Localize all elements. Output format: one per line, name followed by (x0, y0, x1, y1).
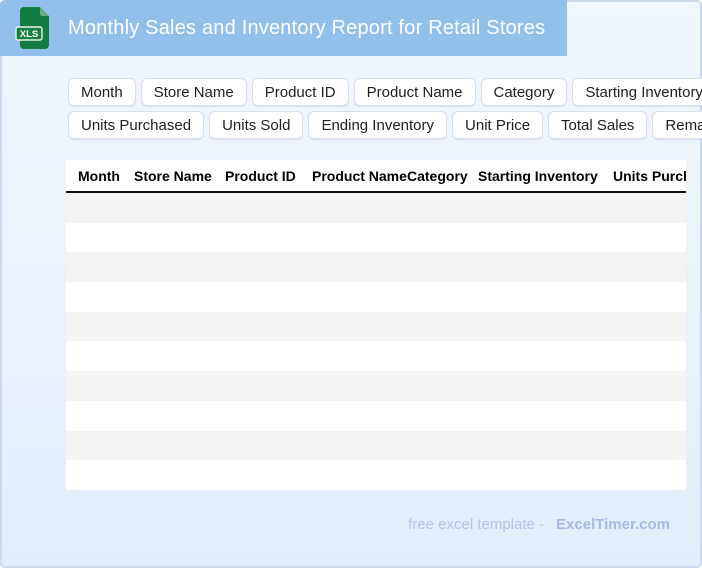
table-header-row: Month Store Name Product ID Product Name… (66, 160, 686, 193)
table-row (66, 252, 686, 283)
column-header-product-name: Product Name (312, 167, 407, 184)
column-header-units-purchased: Units Purchased (613, 167, 686, 184)
chip-product-name[interactable]: Product Name (353, 78, 476, 106)
table-row (66, 460, 686, 490)
xls-badge-label: XLS (20, 29, 38, 40)
table-row (66, 282, 686, 312)
table-row (66, 341, 686, 372)
column-header-starting-inventory: Starting Inventory (478, 167, 598, 184)
field-chip-row-2: Units Purchased Units Sold Ending Invent… (68, 111, 702, 139)
column-header-month: Month (78, 167, 120, 184)
column-header-store-name: Store Name (134, 167, 212, 184)
table-body (66, 193, 686, 490)
table-row (66, 222, 686, 253)
xls-file-icon: XLS (15, 7, 49, 49)
chip-unit-price[interactable]: Unit Price (452, 111, 544, 139)
column-header-category: Category (407, 167, 468, 184)
column-header-product-id: Product ID (225, 167, 296, 184)
chip-remarks[interactable]: Remarks (652, 111, 702, 139)
chip-ending-inventory[interactable]: Ending Inventory (308, 111, 448, 139)
table-row (66, 371, 686, 401)
chip-total-sales[interactable]: Total Sales (548, 111, 648, 139)
table-row (66, 430, 686, 461)
chip-units-purchased[interactable]: Units Purchased (68, 111, 205, 139)
footer-brand-link[interactable]: ExcelTimer.com (556, 516, 670, 533)
chip-starting-inventory[interactable]: Starting Inventory (572, 78, 702, 106)
table-row (66, 311, 686, 342)
spreadsheet-preview: Month Store Name Product ID Product Name… (66, 160, 686, 490)
chip-units-sold[interactable]: Units Sold (209, 111, 304, 139)
chip-category[interactable]: Category (480, 78, 568, 106)
field-chip-list: Month Store Name Product ID Product Name… (68, 78, 702, 144)
table-row (66, 400, 686, 431)
chip-store-name[interactable]: Store Name (140, 78, 247, 106)
chip-product-id[interactable]: Product ID (251, 78, 349, 106)
table-row (66, 193, 686, 223)
title-bar: XLS Monthly Sales and Inventory Report f… (0, 0, 567, 56)
chip-month[interactable]: Month (68, 78, 136, 106)
page-title: Monthly Sales and Inventory Report for R… (68, 16, 546, 39)
footer-tagline: free excel template - (408, 516, 545, 533)
field-chip-row-1: Month Store Name Product ID Product Name… (68, 78, 702, 106)
footer: free excel template - ExcelTimer.com (408, 516, 670, 533)
